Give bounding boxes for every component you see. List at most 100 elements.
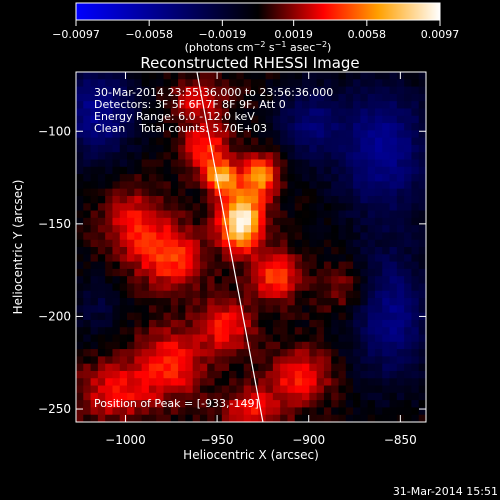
heatmap-cell: [367, 283, 376, 292]
heatmap-cell: [221, 195, 230, 204]
heatmap-cell: [404, 370, 412, 379]
heatmap-cell: [418, 327, 426, 335]
heatmap-cell: [192, 319, 201, 328]
heatmap-cell: [178, 79, 186, 87]
heatmap-cell: [185, 188, 194, 197]
heatmap-cell: [323, 254, 332, 262]
heatmap-cell: [112, 254, 121, 262]
heatmap-cell: [163, 414, 172, 422]
heatmap-cell: [207, 203, 215, 211]
heatmap-cell: [170, 232, 179, 241]
heatmap-cell: [309, 137, 318, 146]
heatmap-cell: [309, 203, 318, 211]
heatmap-cell: [258, 93, 266, 102]
heatmap-cell: [316, 312, 325, 321]
heatmap-cell: [185, 225, 194, 233]
heatmap-cell: [345, 123, 354, 131]
heatmap-cell: [389, 261, 398, 270]
heatmap-cell: [105, 115, 113, 124]
heatmap-cell: [345, 152, 354, 160]
heatmap-cell: [396, 305, 405, 314]
heatmap-cell: [192, 341, 201, 350]
heatmap-cell: [83, 305, 91, 314]
heatmap-cell: [127, 225, 135, 233]
heatmap-cell: [199, 115, 208, 124]
heatmap-cell: [112, 130, 121, 139]
heatmap-cell: [367, 370, 376, 379]
heatmap-cell: [76, 225, 84, 233]
heatmap-cell: [323, 370, 332, 379]
heatmap-cell: [418, 276, 426, 284]
heatmap-cell: [367, 174, 376, 182]
heatmap-cell: [353, 341, 361, 350]
heatmap-cell: [396, 261, 405, 270]
heatmap-cell: [323, 86, 332, 95]
heatmap-cell: [185, 86, 194, 95]
heatmap-cell: [418, 203, 426, 211]
heatmap-cell: [382, 290, 390, 299]
heatmap-cell: [265, 159, 274, 168]
heatmap-cell: [243, 195, 252, 204]
heatmap-cell: [207, 232, 215, 241]
heatmap-cell: [141, 349, 150, 357]
heatmap-cell: [236, 400, 245, 408]
heatmap-cell: [258, 334, 266, 343]
heatmap-cell: [83, 378, 91, 386]
heatmap-cell: [192, 327, 201, 335]
heatmap-cell: [170, 370, 179, 379]
heatmap-cell: [90, 327, 99, 335]
heatmap-cell: [411, 400, 420, 408]
heatmap-cell: [374, 407, 383, 416]
heatmap-cell: [97, 159, 106, 168]
heatmap-cell: [404, 115, 412, 124]
heatmap-cell: [163, 181, 172, 190]
heatmap-cell: [105, 108, 113, 117]
heatmap-cell: [280, 378, 288, 386]
heatmap-cell: [374, 210, 383, 219]
heatmap-cell: [331, 210, 339, 219]
heatmap-cell: [309, 363, 318, 372]
heatmap-cell: [367, 86, 376, 95]
heatmap-cell: [316, 356, 325, 365]
heatmap-cell: [316, 174, 325, 182]
heatmap-cell: [309, 298, 318, 306]
heatmap-cell: [367, 225, 376, 233]
footer-timestamp: 31-Mar-2014 15:51: [393, 485, 498, 498]
heatmap-cell: [294, 232, 303, 241]
heatmap-cell: [302, 188, 310, 197]
heatmap-cell: [411, 159, 420, 168]
heatmap-cell: [229, 217, 237, 226]
heatmap-cell: [105, 72, 113, 80]
heatmap-cell: [243, 363, 252, 372]
heatmap-cell: [83, 385, 91, 394]
heatmap-cell: [148, 298, 157, 306]
heatmap-cell: [148, 349, 157, 357]
heatmap-cell: [302, 239, 310, 248]
heatmap-cell: [316, 370, 325, 379]
heatmap-cell: [127, 370, 135, 379]
heatmap-cell: [199, 144, 208, 153]
heatmap-cell: [382, 239, 390, 248]
heatmap-cell: [170, 152, 179, 160]
heatmap-cell: [316, 414, 325, 422]
heatmap-cell: [272, 268, 281, 277]
heatmap-cell: [192, 349, 201, 357]
heatmap-cell: [134, 254, 143, 262]
heatmap-cell: [148, 210, 157, 219]
heatmap-cell: [302, 79, 310, 87]
heatmap-cell: [309, 195, 318, 204]
heatmap-cell: [105, 195, 113, 204]
heatmap-cell: [76, 363, 84, 372]
heatmap-cell: [367, 115, 376, 124]
heatmap-cell: [272, 181, 281, 190]
heatmap-cell: [287, 363, 296, 372]
heatmap-cell: [105, 144, 113, 153]
heatmap-cell: [119, 188, 128, 197]
heatmap-cell: [156, 72, 164, 80]
heatmap-cell: [360, 137, 369, 146]
heatmap-cell: [141, 159, 150, 168]
heatmap-cell: [90, 195, 99, 204]
heatmap-cell: [192, 203, 201, 211]
heatmap-cell: [229, 268, 237, 277]
heatmap-cell: [192, 225, 201, 233]
